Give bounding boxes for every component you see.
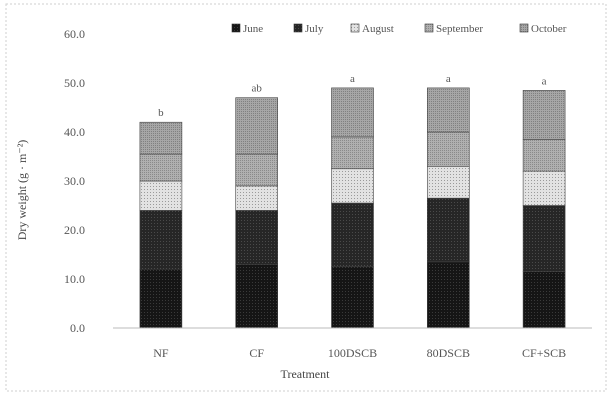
x-tick-label: 100DSCB — [328, 346, 377, 360]
legend: June July August September October — [231, 23, 567, 35]
bar-segment-september — [331, 136, 374, 170]
bar-segment-october — [139, 121, 183, 155]
legend-swatch-october — [519, 23, 529, 33]
bar-segment-september — [426, 131, 470, 167]
x-tick-label: CF+SCB — [522, 346, 566, 360]
legend-swatch-september — [424, 23, 434, 33]
bar-segment-october — [235, 97, 278, 155]
bar-segment-june — [426, 261, 470, 329]
bars-group — [139, 87, 566, 329]
legend-swatch-june — [231, 23, 241, 33]
bar-segment-august — [426, 166, 470, 199]
y-tick-label: 10.0 — [64, 272, 85, 286]
legend-label-july: July — [305, 23, 324, 35]
x-tick-label: 80DSCB — [427, 346, 470, 360]
bar-segment-july — [331, 202, 374, 268]
bar-segment-august — [139, 180, 183, 211]
bar-segment-october — [522, 90, 566, 140]
significance-label: b — [158, 107, 164, 119]
y-axis-ticks: 0.0 10.0 20.0 30.0 40.0 50.0 60.0 — [64, 27, 85, 335]
bar-segment-august — [235, 185, 278, 211]
bar-segment-july — [139, 210, 183, 270]
y-tick-label: 40.0 — [64, 125, 85, 139]
bar-segment-june — [235, 263, 278, 329]
bar-segment-june — [522, 271, 566, 329]
chart-frame — [5, 3, 607, 392]
bar-segment-july — [522, 205, 566, 272]
y-tick-label: 20.0 — [64, 223, 85, 237]
significance-labels: b ab a a a — [158, 73, 547, 119]
significance-label: a — [542, 75, 547, 87]
x-tick-label: NF — [153, 346, 169, 360]
y-tick-label: 0.0 — [70, 321, 85, 335]
legend-label-august: August — [362, 23, 394, 35]
bar-segment-october — [331, 87, 374, 138]
bar-segment-september — [522, 139, 566, 172]
bar-segment-june — [139, 268, 183, 329]
x-tick-label: CF — [249, 346, 264, 360]
bar-segment-june — [331, 266, 374, 329]
legend-label-september: September — [436, 23, 483, 35]
bar-segment-october — [426, 87, 470, 133]
significance-label: a — [350, 73, 355, 85]
bar-segment-august — [331, 168, 374, 204]
y-tick-label: 50.0 — [64, 76, 85, 90]
y-tick-label: 30.0 — [64, 174, 85, 188]
bar-segment-august — [522, 170, 566, 206]
bar-segment-july — [426, 197, 470, 263]
legend-label-october: October — [531, 23, 567, 35]
bar-segment-july — [235, 210, 278, 265]
legend-swatch-august — [350, 23, 360, 33]
significance-label: a — [446, 73, 451, 85]
y-axis-title: Dry weight (g · m⁻²) — [15, 140, 29, 241]
bar-segment-september — [235, 153, 278, 187]
x-axis-title: Treatment — [281, 367, 331, 381]
legend-swatch-july — [293, 23, 303, 33]
x-axis-ticks: NF CF 100DSCB 80DSCB CF+SCB — [153, 346, 566, 360]
significance-label: ab — [252, 83, 263, 95]
legend-label-june: June — [243, 23, 263, 35]
y-tick-label: 60.0 — [64, 27, 85, 41]
bar-segment-september — [139, 153, 183, 182]
